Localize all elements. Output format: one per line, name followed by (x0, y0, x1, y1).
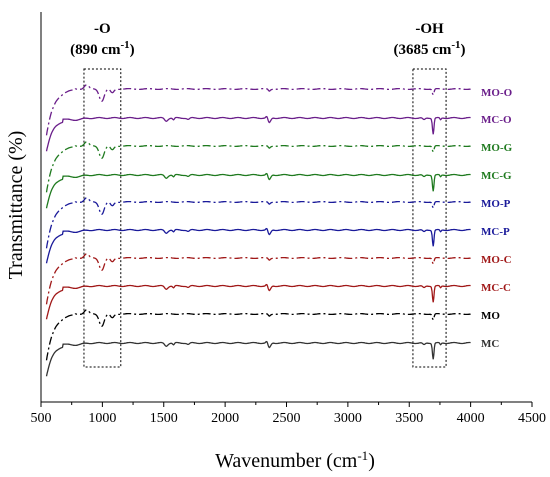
series-label-mc-o: MC-O (481, 114, 512, 126)
annotation-label-group: -O (94, 21, 111, 37)
series-label-mo-g: MO-G (481, 142, 513, 154)
series-line-mc-o (45, 115, 471, 152)
series-line-mc-c (45, 283, 471, 320)
x-tick-label: 3500 (395, 411, 423, 426)
series-label-mc: MC (481, 338, 499, 350)
annotation-labels: -O (890 cm-1) -OH (3685 cm-1) (70, 21, 465, 58)
series-label-mc-c: MC-C (481, 282, 511, 294)
annotation-label-group: -OH (415, 21, 444, 37)
x-tick-label: 1000 (88, 411, 116, 426)
series-line-mc (45, 340, 471, 377)
x-tick-label: 1500 (150, 411, 178, 426)
series-line-mo-g (45, 141, 471, 193)
series-line-mc-g (45, 172, 471, 209)
annotation-boxes (83, 68, 447, 368)
x-tick-label: 500 (31, 411, 52, 426)
series-label-mc-p: MC-P (481, 226, 510, 238)
y-axis-title: Transmittance (%) (5, 131, 27, 280)
series-label-mc-g: MC-G (481, 170, 512, 182)
series-layer (45, 84, 471, 377)
series-labels: MO-O MC-O MO-G MC-G MO-P MC-P MO-C MC-C MO MC (481, 87, 513, 350)
annotation-label-wavenumber: (890 cm-1) (70, 39, 135, 58)
annotation-box (412, 68, 447, 368)
series-line-mo (45, 309, 471, 361)
series-label-mo: MO (481, 310, 500, 322)
x-axis-title: Wavenumber (cm-1) (215, 448, 375, 472)
annotation-box (83, 68, 122, 368)
series-line-mc-p (45, 227, 471, 264)
series-line-mo-o (45, 84, 471, 136)
x-tick-label: 2500 (273, 411, 301, 426)
x-tick-label: 2000 (211, 411, 239, 426)
x-ticks: 500 1000 1500 2000 2500 3000 3500 4000 4500 (31, 402, 546, 426)
series-line-mo-p (45, 197, 471, 249)
series-line-mo-c (45, 253, 471, 305)
series-label-mo-p: MO-P (481, 198, 511, 210)
x-tick-label: 4500 (518, 411, 546, 426)
series-label-mo-c: MO-C (481, 254, 512, 266)
x-tick-label: 3000 (334, 411, 362, 426)
x-tick-label: 4000 (457, 411, 485, 426)
annotation-label-wavenumber: (3685 cm-1) (393, 39, 465, 58)
series-label-mo-o: MO-O (481, 87, 513, 99)
